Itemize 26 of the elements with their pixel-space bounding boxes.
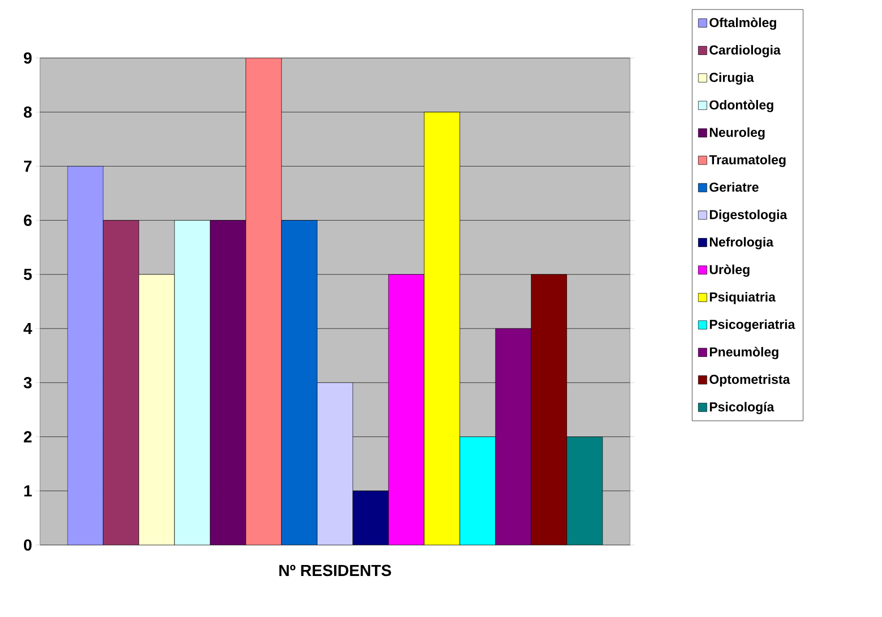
legend-label: Psicología [710, 402, 774, 414]
legend-label: Traumatoleg [709, 154, 786, 167]
legend-label: Nefrologia [710, 237, 774, 250]
legend-label: Geriatre [710, 182, 759, 192]
y-tick-label: 7 [24, 160, 32, 172]
legend-label: Psicogeriatria [710, 319, 796, 332]
legend-label: Uròleg [710, 264, 750, 277]
y-tick-label: 8 [24, 106, 32, 118]
y-tick-label: 1 [24, 485, 32, 496]
legend-label: Pneumòleg [710, 346, 778, 360]
x-tick-label: Nº RESIDENTS [279, 564, 392, 576]
legend-label: Oftalmòleg [710, 17, 776, 30]
y-tick-label: 5 [24, 268, 32, 280]
y-tick-label: 9 [24, 52, 32, 64]
legend-label: Digestologia [710, 210, 788, 222]
legend-label: Optometrista [710, 374, 790, 387]
y-tick-label: 0 [24, 539, 32, 551]
legend-label: Neuroleg [710, 127, 765, 140]
y-tick-label: 3 [24, 376, 32, 388]
legend-label: Cardiologia [710, 45, 781, 58]
y-tick-label: 2 [24, 431, 32, 442]
legend-label: Odontòleg [710, 100, 774, 112]
y-tick-label: 6 [24, 214, 32, 226]
y-tick-label: 4 [24, 323, 32, 334]
legend-label: Cirugia [710, 72, 754, 85]
legend-label: Psiquiatria [710, 292, 776, 304]
